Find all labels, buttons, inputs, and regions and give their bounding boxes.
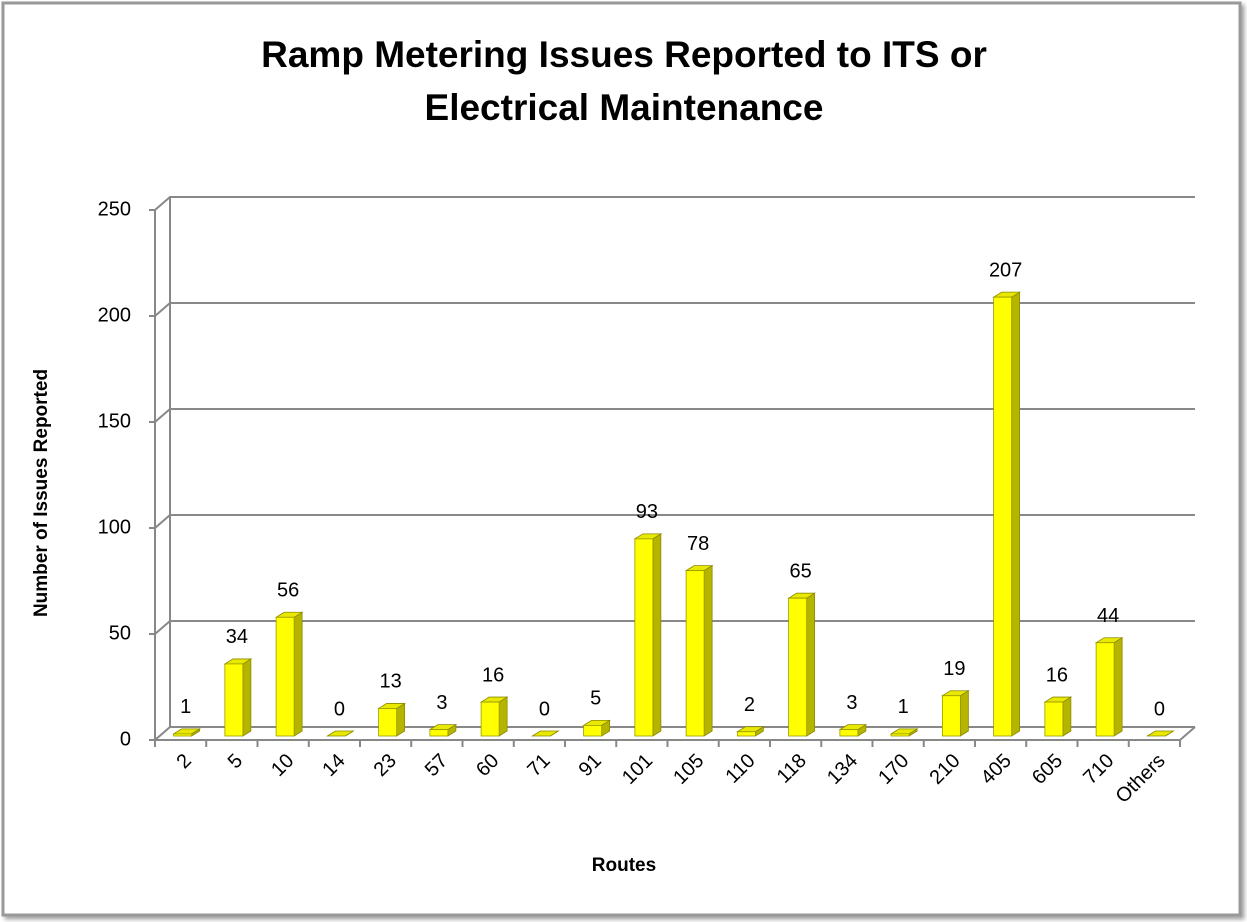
bar: [428, 723, 458, 737]
grid-line: [154, 408, 1195, 423]
data-label: 19: [943, 658, 965, 680]
bar: [172, 728, 202, 737]
bar: [992, 291, 1022, 737]
bar-face: [806, 592, 816, 737]
bar-face: [652, 533, 662, 737]
data-label: 16: [482, 664, 504, 686]
bar: [530, 730, 560, 737]
data-label: 3: [436, 692, 447, 714]
data-label: 3: [846, 692, 857, 714]
bar-face: [224, 663, 244, 737]
bar: [889, 728, 919, 737]
bar-face: [530, 730, 560, 737]
data-label: 16: [1046, 664, 1068, 686]
bar: [582, 719, 612, 737]
data-label: 0: [334, 698, 345, 720]
chart-title: Electrical Maintenance: [425, 87, 824, 128]
y-tick-label: 50: [109, 622, 131, 644]
data-label: 5: [590, 688, 601, 710]
y-tick-label: 0: [120, 728, 131, 750]
bar: [274, 611, 304, 737]
bar-face: [1011, 291, 1021, 737]
bar-face: [1044, 701, 1064, 737]
bar: [735, 726, 765, 737]
bar-face: [634, 538, 654, 737]
bar-face: [736, 731, 756, 737]
bar: [633, 533, 663, 737]
bar-face: [788, 597, 808, 737]
bar-face: [429, 729, 449, 737]
grid-line: [154, 514, 1195, 529]
bar-face: [293, 611, 303, 737]
data-label: 0: [1154, 698, 1165, 720]
data-label: 207: [989, 259, 1022, 281]
bar-face: [1113, 636, 1123, 737]
bar-face: [839, 729, 859, 737]
bar-face: [242, 658, 252, 737]
bar-face: [1145, 730, 1175, 737]
x-axis-title: Routes: [592, 855, 656, 876]
y-tick-label: 250: [98, 198, 131, 220]
bar: [838, 723, 868, 737]
data-label: 1: [898, 696, 909, 718]
bar-face: [498, 696, 508, 737]
bar: [223, 658, 253, 737]
bar: [1043, 696, 1073, 737]
grid-line: [154, 620, 1195, 635]
bar: [1094, 636, 1124, 737]
chart-title: Ramp Metering Issues Reported to ITS or: [261, 34, 987, 75]
y-tick-label: 200: [98, 304, 131, 326]
data-label: 78: [687, 533, 709, 555]
data-label: 65: [790, 560, 812, 582]
y-tick-label: 100: [98, 516, 131, 538]
bar-face: [1062, 696, 1072, 737]
bar-face: [480, 701, 500, 737]
y-tick-label: 150: [98, 410, 131, 432]
data-label: 0: [539, 698, 550, 720]
bar-face: [396, 702, 406, 737]
bar: [787, 592, 817, 737]
bar-face: [890, 733, 910, 737]
bar-face: [941, 695, 961, 737]
bar-face: [275, 616, 295, 737]
bar-face: [703, 564, 713, 737]
data-label: 13: [380, 671, 402, 693]
data-label: 1: [180, 696, 191, 718]
bar-face: [993, 296, 1013, 737]
bar-face: [1095, 642, 1115, 737]
bar-face: [173, 733, 193, 737]
bar-face: [685, 570, 705, 737]
bar: [1145, 730, 1175, 737]
data-label: 34: [226, 626, 248, 648]
bar-face: [378, 708, 398, 737]
y-axis-title: Number of Issues Reported: [31, 369, 52, 617]
bar: [940, 689, 970, 737]
bar-face: [959, 689, 969, 737]
bar-face: [325, 730, 355, 737]
bar: [684, 564, 714, 737]
data-label: 56: [277, 580, 299, 602]
data-label: 2: [744, 694, 755, 716]
grid-line: [154, 302, 1195, 317]
bar-face: [583, 725, 603, 737]
data-label: 44: [1097, 605, 1119, 627]
bar: [479, 696, 509, 737]
data-label: 93: [636, 501, 658, 523]
bar: [325, 730, 355, 737]
bar: [377, 702, 407, 737]
grid-line: [154, 196, 1195, 211]
